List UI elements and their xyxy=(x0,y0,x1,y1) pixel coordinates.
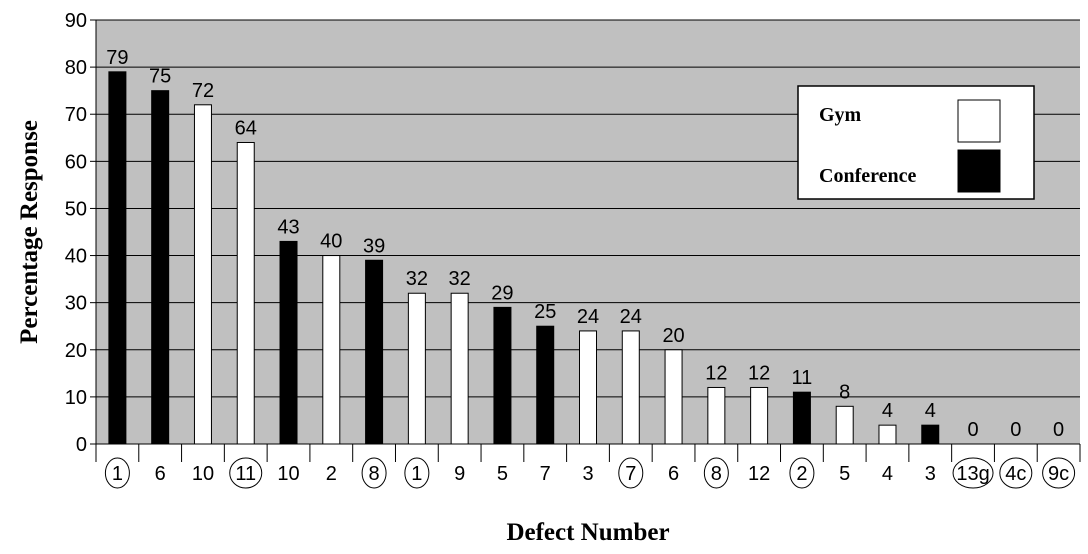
x-tick-label: 10 xyxy=(192,463,214,485)
category-circle xyxy=(104,457,130,489)
legend-label-conference: Conference xyxy=(819,165,916,187)
y-tick-label: 90 xyxy=(65,10,87,32)
bars xyxy=(108,71,940,445)
data-label: 75 xyxy=(149,66,171,88)
bar xyxy=(407,292,426,445)
category-circle xyxy=(361,457,387,489)
data-label: 4 xyxy=(925,400,936,422)
x-tick-label: 4 xyxy=(882,463,893,485)
data-label: 79 xyxy=(106,47,128,69)
bar xyxy=(279,240,298,445)
category-circle xyxy=(404,457,430,489)
bar xyxy=(236,141,255,445)
bar xyxy=(493,306,512,445)
data-label: 4 xyxy=(882,400,893,422)
legend-swatch-gym xyxy=(957,99,1001,143)
x-tick-label: 2 xyxy=(796,463,807,485)
x-tick-label: 10 xyxy=(277,463,299,485)
bar xyxy=(878,424,897,445)
data-label: 72 xyxy=(192,80,214,102)
category-circle xyxy=(618,457,644,489)
bar xyxy=(835,405,854,445)
data-label: 12 xyxy=(748,362,770,384)
legend-swatch-conference xyxy=(957,149,1001,193)
y-axis-ticks: 0 10 20 30 40 50 60 70 80 90 xyxy=(65,10,96,456)
x-tick-label: 5 xyxy=(497,463,508,485)
data-label: 29 xyxy=(491,282,513,304)
y-tick-label: 60 xyxy=(65,151,87,173)
x-tick-label: 9c xyxy=(1048,463,1069,485)
x-tick-label: 6 xyxy=(155,463,166,485)
x-tick-label: 8 xyxy=(711,463,722,485)
x-axis-title: Defect Number xyxy=(506,519,669,546)
y-tick-label: 0 xyxy=(76,434,87,456)
data-label: 8 xyxy=(839,381,850,403)
data-label: 64 xyxy=(235,117,257,139)
x-tick-label: 7 xyxy=(625,463,636,485)
x-tick-label: 11 xyxy=(235,463,256,485)
y-tick-label: 50 xyxy=(65,198,87,220)
data-label: 12 xyxy=(705,362,727,384)
y-tick-label: 80 xyxy=(65,57,87,79)
y-tick-label: 70 xyxy=(65,104,87,126)
x-tick-label: 12 xyxy=(748,463,770,485)
bar xyxy=(193,104,212,445)
bar xyxy=(579,330,597,445)
category-circle xyxy=(952,457,994,489)
y-axis-title: Percentage Response xyxy=(16,120,43,344)
x-tick-label: 6 xyxy=(668,463,679,485)
bar xyxy=(450,292,469,445)
bar xyxy=(707,386,726,445)
category-circle xyxy=(999,457,1033,489)
bar xyxy=(792,391,811,445)
data-label: 0 xyxy=(1010,419,1021,441)
data-label: 11 xyxy=(792,367,813,389)
x-tick-label: 8 xyxy=(369,463,380,485)
data-label: 24 xyxy=(620,306,642,328)
x-tick-label: 7 xyxy=(540,463,551,485)
category-circle xyxy=(1042,457,1076,489)
data-label: 32 xyxy=(406,268,428,290)
x-tick-label: 3 xyxy=(582,463,593,485)
legend-label-gym: Gym xyxy=(819,104,862,126)
x-tick-label: 5 xyxy=(839,463,850,485)
x-tick-label: 1 xyxy=(411,463,422,485)
category-circle xyxy=(789,457,815,489)
bar xyxy=(151,90,170,445)
x-tick-label: 3 xyxy=(925,463,936,485)
bar xyxy=(664,349,683,445)
data-label: 43 xyxy=(277,216,299,238)
category-circle xyxy=(229,457,263,489)
data-label: 40 xyxy=(320,231,342,253)
bar xyxy=(108,71,127,445)
data-label: 39 xyxy=(363,235,385,257)
data-label: 25 xyxy=(534,301,556,323)
x-axis-ticks: 1 6 10 11 10 2 8 1 9 5 7 3 7 6 8 12 2 5 4 3 13g 4c 9c xyxy=(95,444,1081,489)
data-label: 0 xyxy=(1053,419,1064,441)
x-tick-label: 13g xyxy=(956,463,989,485)
x-tick-label: 2 xyxy=(326,463,337,485)
category-circle xyxy=(703,457,729,489)
data-label: 20 xyxy=(662,325,684,347)
bar xyxy=(365,259,384,445)
bar xyxy=(322,255,341,445)
bar xyxy=(621,330,640,445)
bar xyxy=(921,424,940,445)
legend: Gym Conference xyxy=(797,85,1035,200)
data-label: 24 xyxy=(577,306,599,328)
x-tick-label: 1 xyxy=(112,463,123,485)
y-tick-label: 40 xyxy=(65,246,87,268)
y-tick-label: 30 xyxy=(65,293,87,315)
data-label: 32 xyxy=(449,268,471,290)
bar xyxy=(750,386,769,445)
y-tick-label: 10 xyxy=(65,387,87,409)
x-tick-label: 4c xyxy=(1005,463,1026,485)
y-tick-label: 20 xyxy=(65,340,87,362)
data-label: 0 xyxy=(967,419,978,441)
bar xyxy=(536,325,555,445)
x-tick-label: 9 xyxy=(454,463,465,485)
